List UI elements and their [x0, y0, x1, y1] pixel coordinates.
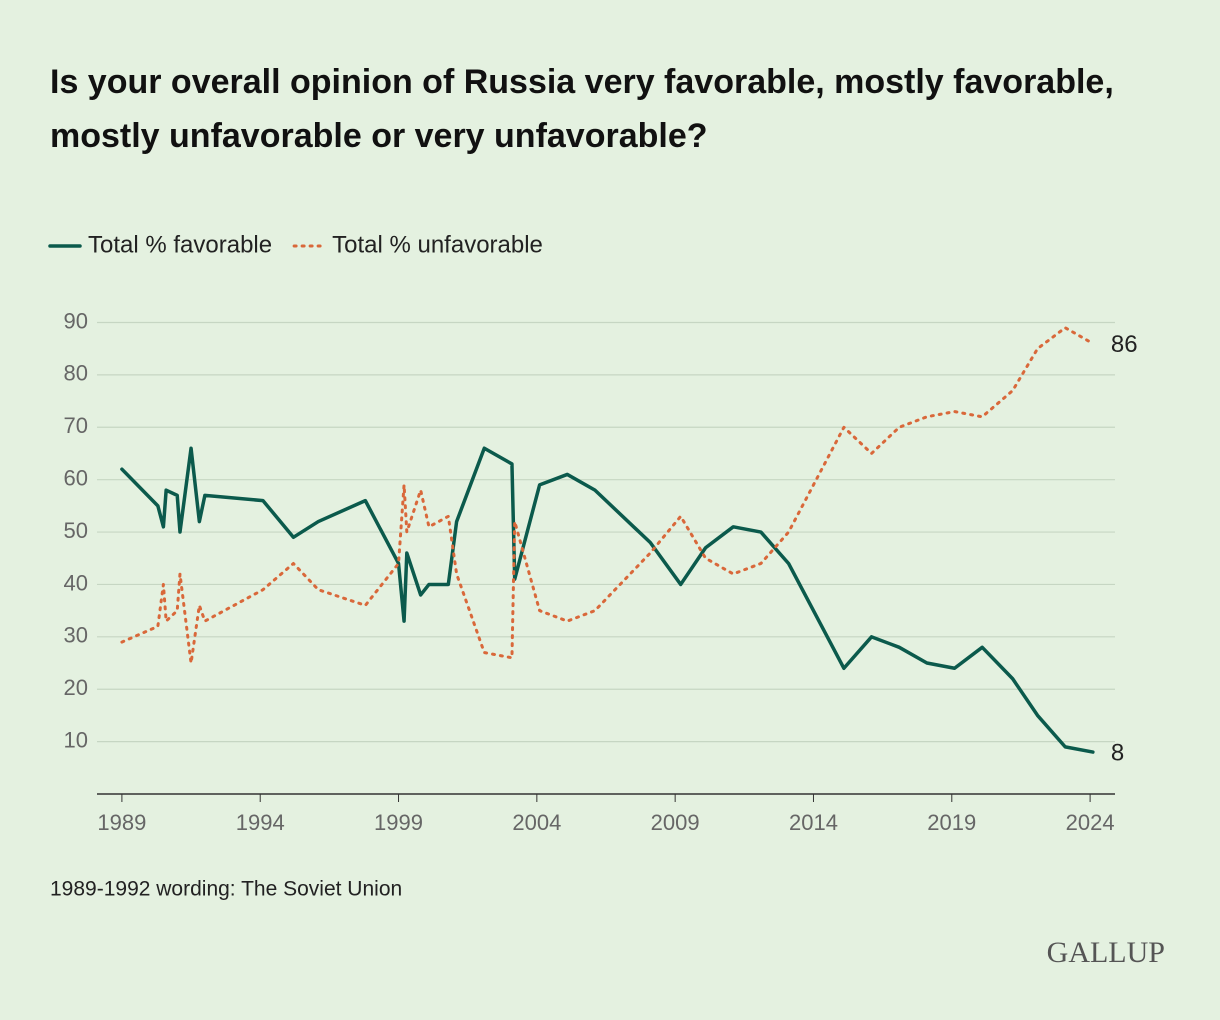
x-tick-label: 1994 [236, 810, 285, 835]
y-tick-label: 10 [64, 727, 88, 752]
title-box: Is your overall opinion of Russia very f… [50, 63, 1114, 156]
x-tick-label: 2024 [1066, 810, 1115, 835]
logo: GALLUP [1047, 936, 1165, 969]
y-tick-label: 60 [64, 465, 88, 490]
x-tick-label: 2014 [789, 810, 838, 835]
x-tick-label: 1999 [374, 810, 423, 835]
y-tick-label: 80 [64, 361, 88, 386]
y-tick-label: 20 [64, 675, 88, 700]
series-line [120, 446, 1095, 754]
chart-title: Is your overall opinion of Russia very f… [50, 63, 1114, 156]
x-tick-label: 2004 [512, 810, 561, 835]
y-tick-label: 40 [64, 570, 88, 595]
series-line [120, 326, 1095, 665]
note: 1989-1992 wording: The Soviet Union [50, 878, 402, 901]
x-tick-label: 1989 [97, 810, 146, 835]
x-tick-label: 2009 [651, 810, 700, 835]
legend-label: Total % unfavorable [332, 231, 543, 258]
y-tick-label: 90 [64, 308, 88, 333]
y-tick-label: 70 [64, 413, 88, 438]
end-label: 8 [1111, 739, 1124, 766]
legend-label: Total % favorable [88, 231, 272, 258]
y-tick-label: 50 [64, 518, 88, 543]
y-tick-label: 30 [64, 623, 88, 648]
x-tick-label: 2019 [927, 810, 976, 835]
end-label: 86 [1111, 331, 1138, 358]
